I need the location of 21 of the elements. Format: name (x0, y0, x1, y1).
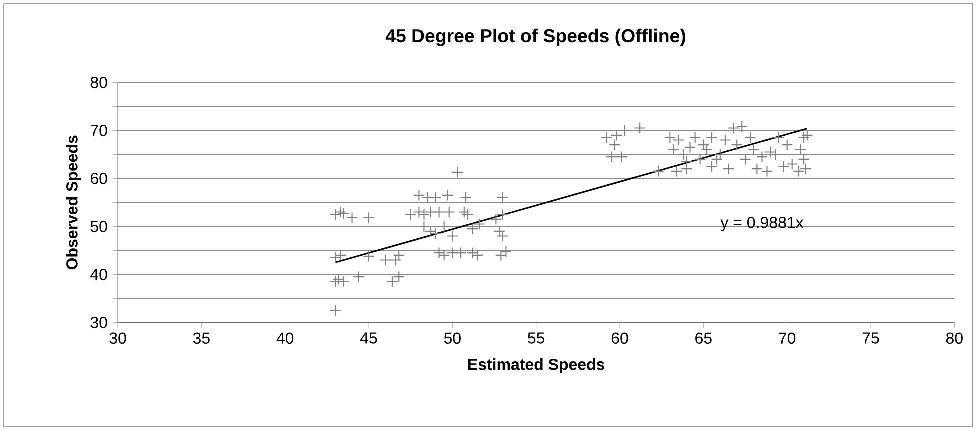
y-tick-label: 80 (90, 77, 108, 88)
y-tick-label: 30 (90, 316, 108, 328)
x-axis-title: Estimated Speeds (468, 358, 605, 374)
x-tick-label: 80 (946, 332, 963, 344)
chart-title: 45 Degree Plot of Speeds (Offline) (386, 28, 686, 46)
y-tick-label: 70 (90, 125, 108, 136)
x-tick-label: 60 (612, 332, 628, 344)
x-tick-label: 55 (528, 332, 545, 344)
y-axis-title: Observed Speeds (66, 136, 82, 270)
y-tick-label: 60 (90, 173, 108, 184)
x-tick-label: 40 (276, 332, 294, 344)
x-tick-label: 75 (862, 332, 880, 344)
x-tick-label: 30 (110, 332, 126, 344)
x-tick-label: 35 (193, 332, 210, 344)
x-tick-label: 65 (696, 332, 712, 344)
x-tick-label: 45 (360, 332, 378, 344)
x-tick-label: 70 (779, 332, 796, 344)
annotation: y = 0.9881x (720, 217, 804, 232)
x-tick-label: 50 (444, 332, 461, 344)
y-tick-label: 50 (90, 221, 108, 232)
y-tick-label: 40 (90, 269, 108, 280)
